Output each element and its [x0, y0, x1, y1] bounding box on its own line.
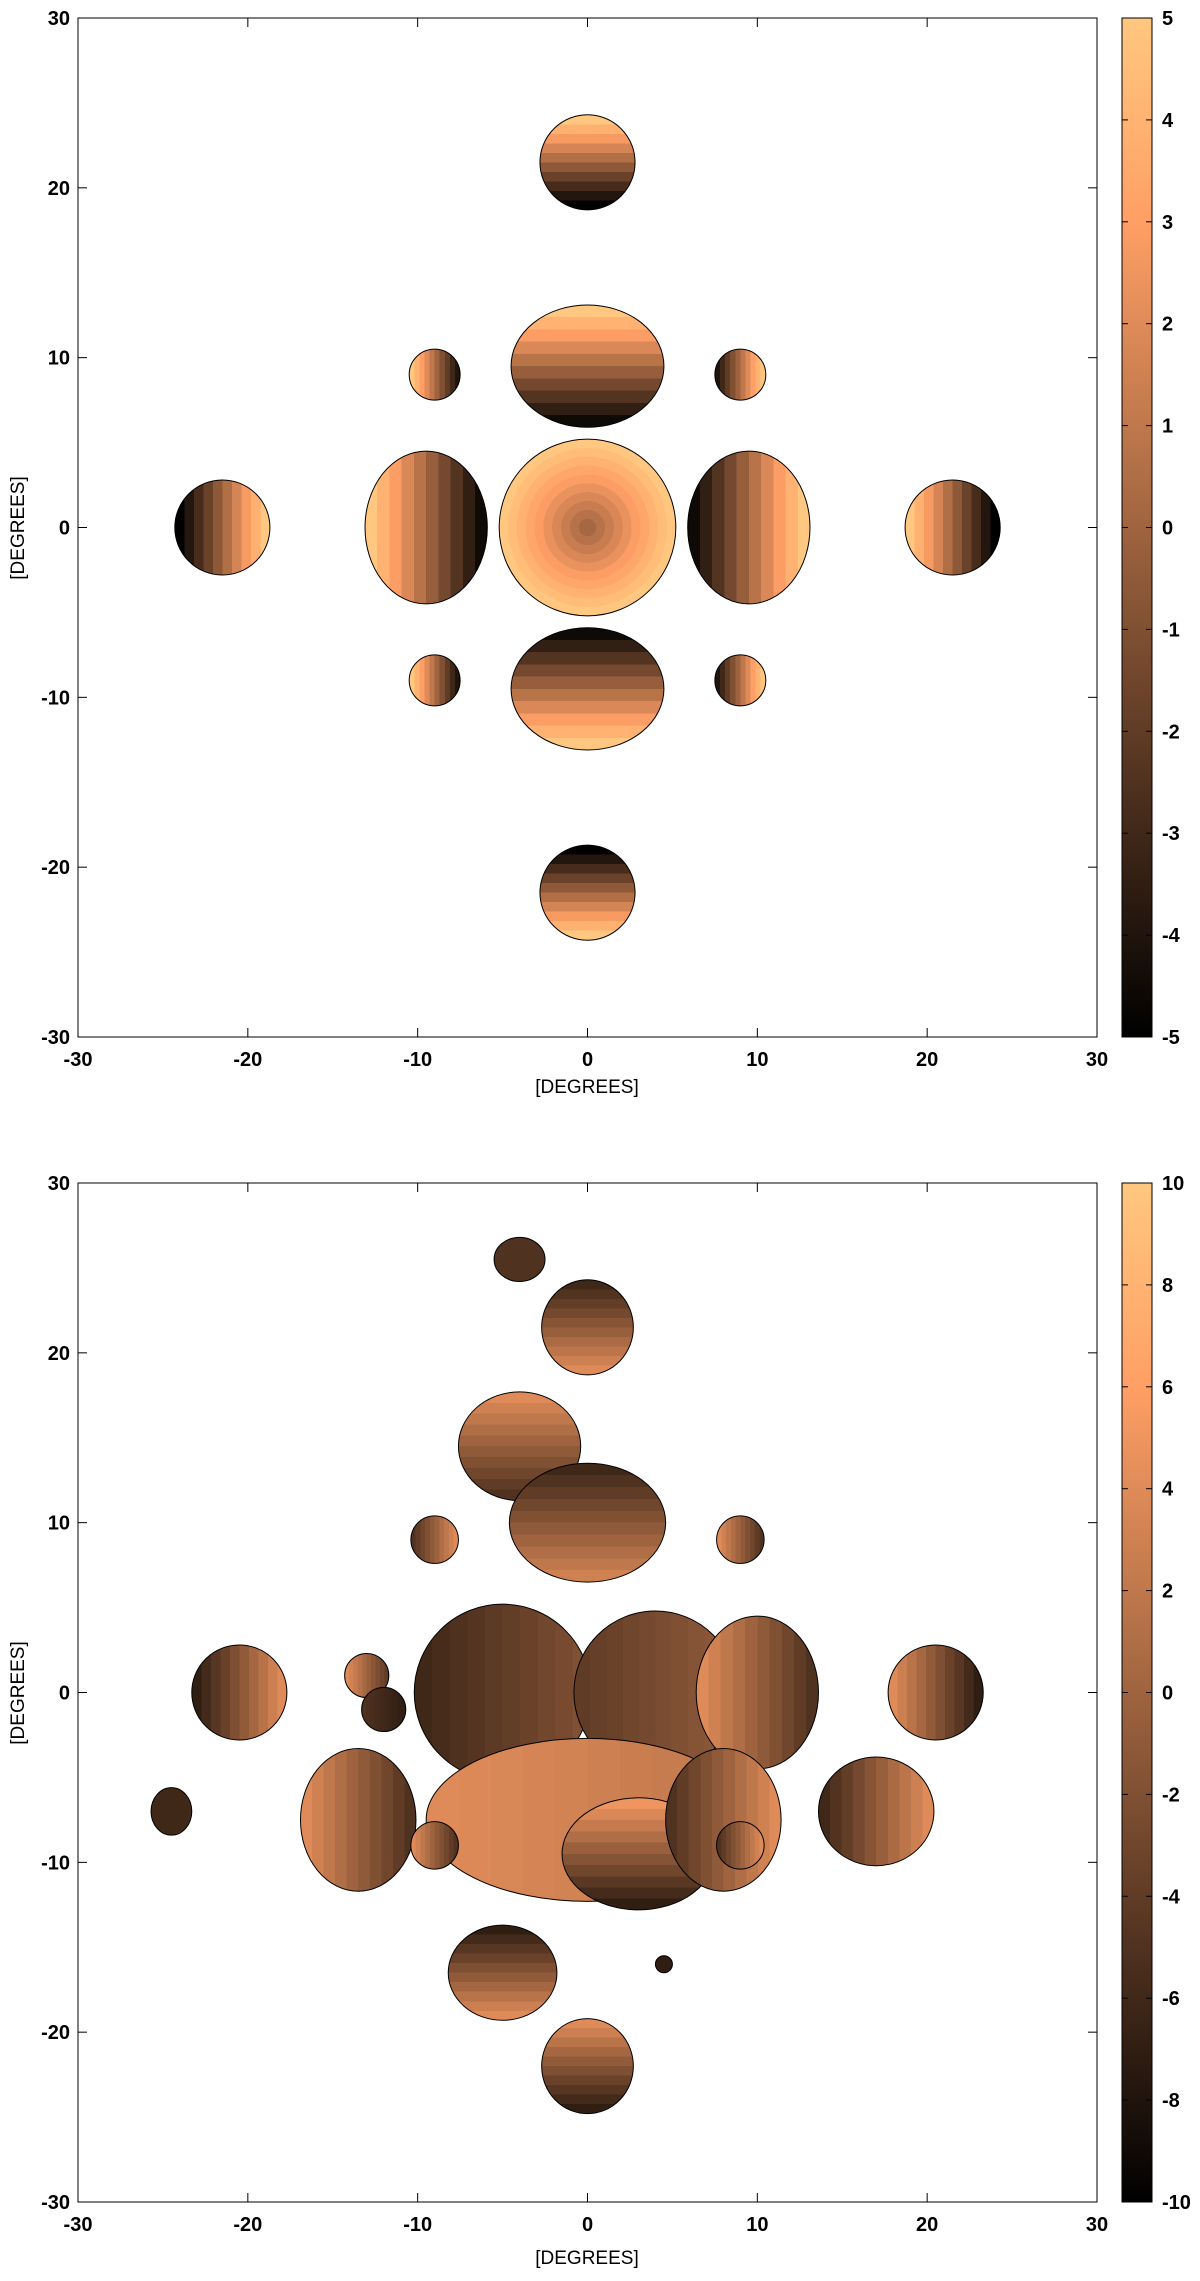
contour-lobe	[716, 1821, 765, 1870]
contour-lobe	[150, 1787, 193, 1836]
y-tick-label: -30	[41, 2192, 70, 2214]
contour-lobe	[410, 1515, 459, 1564]
colorbar-tick-label: 6	[1162, 1377, 1173, 1399]
contour-lobe	[408, 654, 461, 707]
contour-lobe	[299, 1748, 417, 1892]
y-axis-label: [DEGREES]	[8, 1641, 29, 1744]
colorbar-tick-label: -8	[1162, 2090, 1180, 2112]
contour-lobe	[498, 438, 677, 617]
colorbar: 5 4 3 2 1 0 -1 -2 -3 -4 -5	[1121, 8, 1181, 1049]
contour-lobe	[714, 348, 767, 401]
y-tick-label: 10	[48, 348, 70, 370]
colorbar-tick-label: -4	[1162, 925, 1181, 947]
colorbar-tick-label: 10	[1162, 1173, 1184, 1195]
x-tick-label: 20	[916, 1049, 938, 1071]
contour-lobe	[410, 1821, 459, 1870]
contour-lobe	[887, 1644, 984, 1741]
contour-lobe	[541, 2018, 634, 2115]
axes: -30 -20 -10 0 10 20 30 -30 -20 -10 0 10 20 30	[41, 8, 1108, 1071]
contour-lobe	[541, 1279, 634, 1376]
colorbar-tick-label: 8	[1162, 1275, 1173, 1297]
x-tick-label: -10	[403, 2214, 432, 2236]
colorbar-tick-label: 0	[1162, 518, 1173, 540]
colorbar-tick-label: 3	[1162, 212, 1173, 234]
y-tick-label: -20	[41, 857, 70, 879]
x-tick-label: -20	[233, 1049, 262, 1071]
colorbar-tick-label: -2	[1162, 721, 1180, 743]
x-tick-label: -20	[233, 2214, 262, 2236]
colorbar-tick-label: 2	[1162, 1581, 1173, 1603]
contour-lobe	[408, 348, 461, 401]
x-tick-label: 20	[916, 2214, 938, 2236]
y-tick-label: 20	[48, 178, 70, 200]
y-tick-label: 30	[48, 8, 70, 30]
colorbar-tick-label: 4	[1162, 110, 1174, 132]
contour-lobe	[904, 479, 1001, 576]
colorbar-tick-label: 5	[1162, 8, 1173, 30]
colorbar-tick-label: 2	[1162, 314, 1173, 336]
contour-lobe	[665, 1748, 782, 1892]
y-tick-label: 30	[48, 1173, 70, 1195]
contour-lobe	[510, 627, 665, 751]
colorbar-tick-label: -6	[1162, 1988, 1180, 2010]
contour-lobe	[510, 304, 665, 428]
plot-area	[174, 114, 1001, 941]
x-tick-label: -30	[64, 1049, 93, 1071]
x-tick-label: 10	[746, 1049, 768, 1071]
colorbar-tick-label: -5	[1162, 1027, 1180, 1049]
x-axis-label: [DEGREES]	[535, 1077, 638, 1098]
x-tick-label: -10	[403, 1049, 432, 1071]
colorbar-tick-label: -10	[1162, 2192, 1191, 2214]
x-axis-label: [DEGREES]	[535, 2248, 638, 2269]
colorbar-tick-label: 0	[1162, 1683, 1173, 1705]
contour-lobe	[364, 450, 488, 605]
y-tick-label: -10	[41, 687, 70, 709]
colorbar-tick-label: -2	[1162, 1784, 1180, 1806]
x-tick-label: 30	[1086, 2214, 1108, 2236]
x-tick-label: 0	[582, 1049, 593, 1071]
x-tick-label: -30	[64, 2214, 93, 2236]
colorbar-tick-label: -4	[1162, 1886, 1181, 1908]
contour-lobe	[361, 1686, 407, 1733]
contour-lobe	[716, 1515, 765, 1564]
contour-lobe	[191, 1644, 288, 1741]
y-tick-label: -30	[41, 1027, 70, 1049]
contour-lobe	[447, 1924, 558, 2021]
contour-lobe	[508, 1462, 667, 1583]
x-tick-label: 10	[746, 2214, 768, 2236]
colorbar-tick-label: -1	[1162, 619, 1180, 641]
y-tick-label: 0	[59, 518, 70, 540]
y-tick-label: -10	[41, 1852, 70, 1874]
colorbar-tick-label: 1	[1162, 416, 1173, 438]
colorbar: 10 8 6 4 2 0 -2 -4 -6 -8 -10	[1121, 1173, 1191, 2214]
contour-lobe	[539, 114, 636, 211]
y-tick-label: -20	[41, 2022, 70, 2044]
y-tick-label: 10	[48, 1513, 70, 1535]
contour-lobe	[695, 1615, 819, 1770]
axes: -30 -20 -10 0 10 20 30 -30 -20 -10 0 10 20 30	[41, 1173, 1108, 2236]
y-tick-label: 20	[48, 1343, 70, 1365]
contour-lobe	[493, 1236, 546, 1283]
x-tick-label: 0	[582, 2214, 593, 2236]
y-tick-label: 0	[59, 1683, 70, 1705]
y-axis-label: [DEGREES]	[8, 476, 29, 579]
contour-lobe	[174, 479, 271, 576]
plot-area	[150, 1236, 984, 2115]
colorbar-tick-label: -3	[1162, 823, 1180, 845]
contour-lobe	[817, 1756, 935, 1867]
colorbar-tick-label: 4	[1162, 1479, 1174, 1501]
contour-lobe	[654, 1955, 673, 1974]
x-tick-label: 30	[1086, 1049, 1108, 1071]
contour-lobe	[687, 450, 811, 605]
contour-lobe	[539, 844, 636, 941]
contour-lobe	[714, 654, 767, 707]
